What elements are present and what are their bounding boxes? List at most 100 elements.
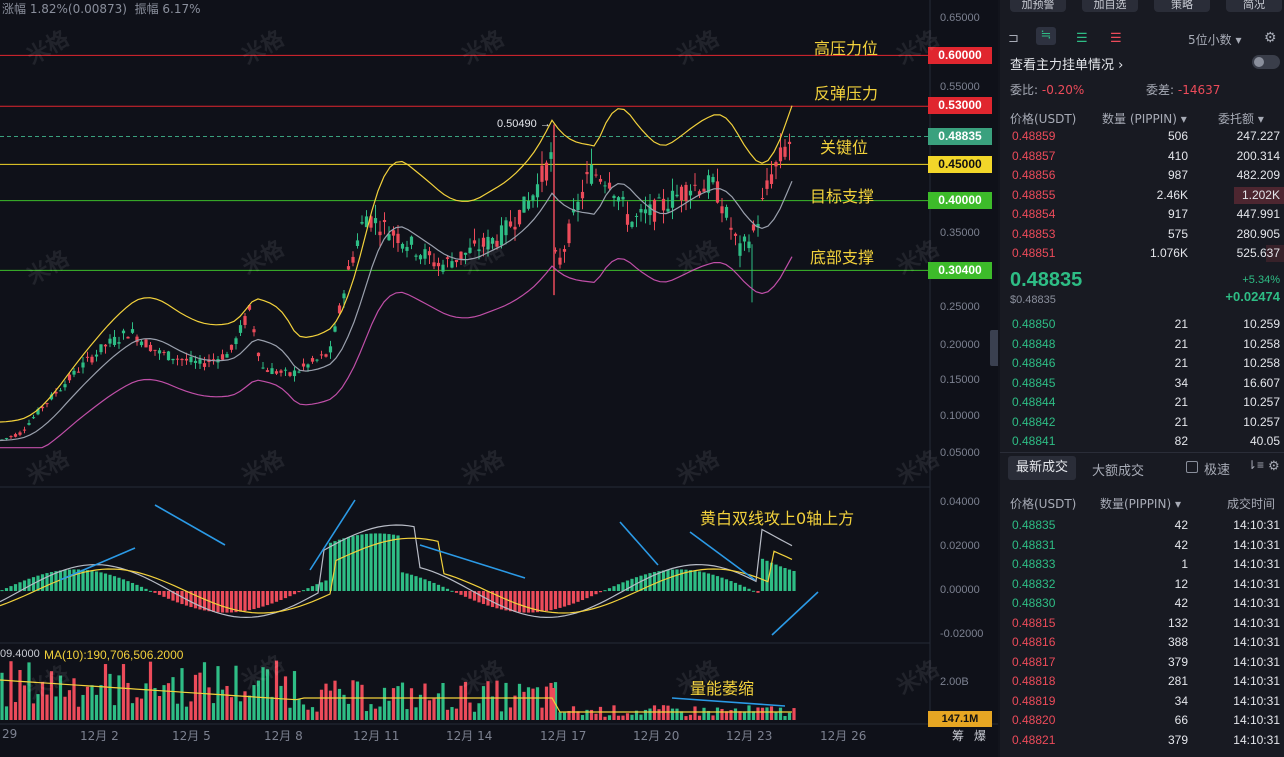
overview-button[interactable]: 简况 (1226, 0, 1282, 12)
book-view-selected-icon[interactable]: ≒ (1036, 27, 1056, 45)
candle-body (409, 236, 414, 245)
row-time: 14:10:31 (1233, 557, 1280, 571)
last-price-block: 0.48835 $0.48835 +5.34% +0.02474 (1000, 266, 1284, 312)
candle-body (4, 438, 9, 440)
liquidation-icon[interactable]: 爆 (974, 729, 987, 743)
macd-histogram-bar (562, 591, 567, 607)
trade-row[interactable]: 0.48831 42 14:10:31 (1000, 536, 1284, 555)
tab-large-trades[interactable]: 大额成交 (1092, 460, 1144, 479)
trades-header-qty[interactable]: 数量(PIPPIN) ▾ (1100, 497, 1181, 511)
macd-histogram-bar (450, 590, 454, 592)
macd-histogram-bar (337, 539, 342, 591)
volume-bar (535, 687, 540, 720)
trades-header-time: 成交时间 (1227, 497, 1276, 511)
row-amount: 10.257 (1243, 395, 1280, 409)
annotation-arrow (689, 531, 756, 581)
volume-bar (576, 711, 580, 720)
order-book-row[interactable]: 0.48857 410 200.314 (1000, 147, 1284, 166)
row-price: 0.48820 (1012, 713, 1056, 727)
row-time: 14:10:31 (1233, 674, 1280, 688)
add-watchlist-button[interactable]: 加自选 (1082, 0, 1138, 12)
tab-latest-trades[interactable]: 最新成交 (1008, 456, 1076, 480)
chips-icon[interactable]: 筹 (952, 729, 965, 743)
header-info: 涨幅 1.82%(0.00873) 振幅 6.17% (2, 0, 201, 17)
candle-body (22, 429, 27, 431)
annotation-arrow (771, 591, 819, 636)
macd-histogram-bar (639, 575, 643, 591)
candle-body (432, 262, 436, 267)
row-amount: 525.637 (1236, 246, 1280, 260)
row-qty: 42 (1174, 537, 1188, 552)
macd-histogram-bar (225, 591, 229, 613)
order-book-row[interactable]: 0.48851 1.076K 525.637 (1000, 244, 1284, 263)
volume-bar (337, 688, 342, 720)
trade-row[interactable]: 0.48816 388 14:10:31 (1000, 633, 1284, 652)
order-book-row[interactable]: 0.48859 506 247.227 (1000, 127, 1284, 146)
trade-row[interactable]: 0.48835 42 14:10:31 (1000, 516, 1284, 535)
book-view-bids-icon[interactable]: ☰ (1076, 30, 1088, 45)
trade-row[interactable]: 0.48817 379 14:10:31 (1000, 653, 1284, 672)
order-book-row[interactable]: 0.48854 917 447.991 (1000, 205, 1284, 224)
volume-bar (675, 708, 679, 720)
macd-histogram-bar (567, 591, 571, 606)
candle-body (378, 231, 382, 236)
order-book-row[interactable]: 0.48850 21 10.259 (1000, 315, 1284, 334)
volume-bar (112, 705, 117, 720)
trade-row[interactable]: 0.48818 281 14:10:31 (1000, 672, 1284, 691)
kline-chart-area[interactable]: 涨幅 1.82%(0.00873) 振幅 6.17% 0.65000 0.550… (0, 0, 998, 757)
trade-row[interactable]: 0.48820 66 14:10:31 (1000, 711, 1284, 730)
book-header-amount[interactable]: 委托额 ▾ (1218, 112, 1264, 126)
candle-body (94, 354, 99, 357)
settings-icon[interactable]: ⚙ (1264, 29, 1277, 45)
order-book-row[interactable]: 0.48841 82 40.05 (1000, 432, 1284, 451)
order-book-row[interactable]: 0.48856 987 482.209 (1000, 166, 1284, 185)
book-view-asks-icon[interactable]: ☰ (1110, 30, 1122, 45)
macd-histogram-bar (544, 591, 549, 611)
fast-mode-checkbox[interactable] (1186, 461, 1198, 473)
order-book-row[interactable]: 0.48848 21 10.258 (1000, 335, 1284, 354)
volume-bar (90, 685, 94, 720)
volume-bar (22, 685, 27, 720)
macd-histogram-bar (202, 591, 207, 611)
candle-body (99, 344, 103, 353)
add-alert-button[interactable]: 加预警 (1010, 0, 1066, 12)
macd-histogram-bar (175, 591, 180, 603)
candle-body (481, 237, 486, 247)
volume-bar (720, 709, 724, 720)
kline-chart-svg[interactable] (0, 0, 998, 757)
candle-body (193, 360, 198, 363)
filter-icon[interactable]: ⇂≡ (1247, 458, 1265, 472)
order-book-row[interactable]: 0.48846 21 10.258 (1000, 354, 1284, 373)
trade-row[interactable]: 0.48815 132 14:10:31 (1000, 614, 1284, 633)
macd-histogram-bar (85, 570, 90, 591)
order-book-row[interactable]: 0.48853 575 280.905 (1000, 225, 1284, 244)
volume-bar (603, 716, 607, 720)
trade-row[interactable]: 0.48821 379 14:10:31 (1000, 731, 1284, 750)
view-main-orders-link[interactable]: 查看主力挂单情况 › (1010, 54, 1123, 73)
trade-row[interactable]: 0.48832 12 14:10:31 (1000, 575, 1284, 594)
macd-histogram-bar (22, 580, 27, 591)
price-axis-label: 0.10000 (940, 410, 980, 422)
order-book-row[interactable]: 0.48845 34 16.607 (1000, 374, 1284, 393)
volume-bar (333, 680, 337, 720)
volume-bar (607, 715, 612, 720)
volume-bar (99, 685, 103, 720)
trades-settings-icon[interactable]: ⚙ (1268, 458, 1280, 473)
book-header-qty[interactable]: 数量 (PIPPIN) ▾ (1102, 112, 1187, 126)
candle-body (274, 371, 279, 374)
macd-histogram-bar (27, 578, 31, 591)
main-orders-toggle[interactable] (1252, 55, 1280, 69)
trade-row[interactable]: 0.48833 1 14:10:31 (1000, 555, 1284, 574)
book-view-both-icon[interactable]: ⊐ (1008, 30, 1019, 45)
precision-select[interactable]: 5位小数 ▾ (1188, 31, 1242, 48)
candle-body (693, 184, 697, 186)
strategy-button[interactable]: 策略 (1154, 0, 1210, 12)
trade-row[interactable]: 0.48819 34 14:10:31 (1000, 692, 1284, 711)
trade-row[interactable]: 0.48830 42 14:10:31 (1000, 594, 1284, 613)
collapse-panel-handle[interactable] (990, 330, 998, 366)
order-book-row[interactable]: 0.48844 21 10.257 (1000, 393, 1284, 412)
order-book-row[interactable]: 0.48842 21 10.257 (1000, 413, 1284, 432)
macd-histogram-bar (261, 591, 265, 607)
order-book-row[interactable]: 0.48855 2.46K 1.202K (1000, 186, 1284, 205)
macd-histogram-bar (576, 591, 580, 602)
